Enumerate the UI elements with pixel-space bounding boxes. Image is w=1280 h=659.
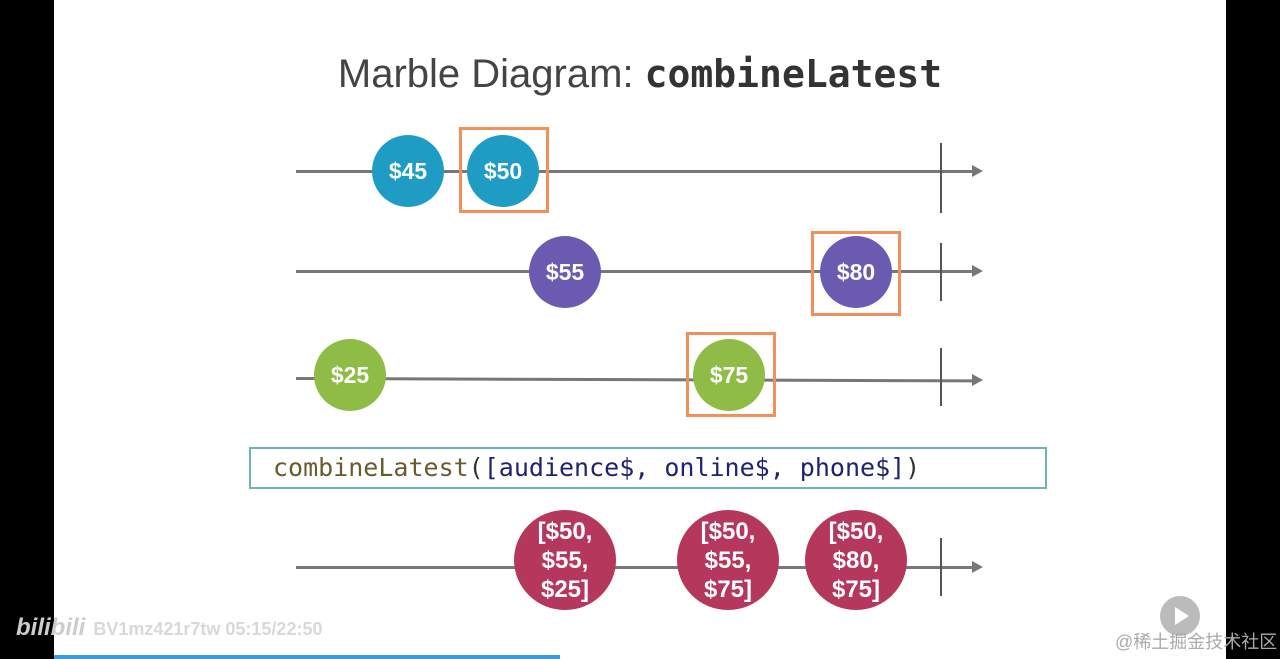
result-value: $80, xyxy=(832,546,880,574)
marble-result: [$50, $55, $25] xyxy=(514,510,616,610)
marble-audience: $50 xyxy=(467,135,539,207)
code-args: [audience$, online$, phone$] xyxy=(483,453,906,482)
highlight-box xyxy=(686,332,776,417)
page-title: Marble Diagram: combineLatest xyxy=(0,52,1280,97)
slide xyxy=(54,0,1226,659)
operator-code-box: combineLatest([audience$, online$, phone… xyxy=(249,447,1047,489)
result-value: $55, xyxy=(704,546,752,574)
marble-phone: $75 xyxy=(693,339,765,411)
arrow-head-icon xyxy=(972,265,983,277)
marble-audience: $45 xyxy=(372,135,444,207)
result-value: $25] xyxy=(540,575,590,603)
bilibili-logo: bilibili xyxy=(16,614,86,641)
arrow-head-icon xyxy=(972,561,983,573)
code-paren: ( xyxy=(468,453,484,482)
code-paren: ) xyxy=(905,453,921,482)
result-value: $55, xyxy=(541,546,589,574)
play-icon xyxy=(1175,607,1189,625)
arrow-head-icon xyxy=(972,374,983,386)
play-button[interactable] xyxy=(1160,596,1200,636)
marble-result: [$50, $55, $75] xyxy=(677,510,779,610)
video-progress-bar[interactable] xyxy=(54,655,560,659)
juejin-watermark: @稀土掘金技术社区 xyxy=(1115,632,1278,652)
complete-marker xyxy=(940,348,942,406)
timeline-audience xyxy=(296,170,972,173)
result-value: $75] xyxy=(831,575,881,603)
highlight-box xyxy=(459,127,549,213)
timeline-online xyxy=(296,270,972,273)
highlight-box xyxy=(811,231,901,316)
marble-phone: $25 xyxy=(314,339,386,411)
complete-marker xyxy=(940,243,942,301)
marble-result: [$50, $80, $75] xyxy=(805,510,907,610)
video-watermark: bilibili BV1mz421r7tw 05:15/22:50 xyxy=(16,614,322,642)
complete-marker xyxy=(940,538,942,596)
timeline-output xyxy=(296,566,972,569)
result-value: [$50, xyxy=(828,517,884,545)
result-value: [$50, xyxy=(537,517,593,545)
marble-online: $80 xyxy=(820,236,892,308)
complete-marker xyxy=(940,143,942,213)
marble-online: $55 xyxy=(529,236,601,308)
result-value: $75] xyxy=(703,575,753,603)
video-info: BV1mz421r7tw 05:15/22:50 xyxy=(93,619,323,639)
code-function: combineLatest xyxy=(273,453,469,482)
arrow-head-icon xyxy=(972,165,983,177)
title-operator: combineLatest xyxy=(644,52,943,96)
result-value: [$50, xyxy=(700,517,756,545)
title-prefix: Marble Diagram: xyxy=(337,52,645,96)
